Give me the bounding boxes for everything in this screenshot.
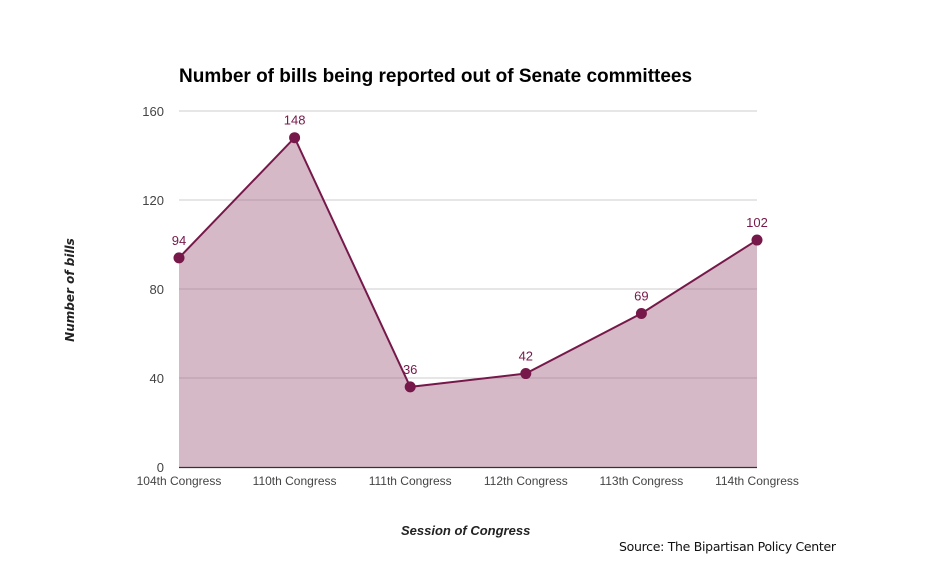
x-tick-labels: 104th Congress 110th Congress 111th Congre… — [137, 474, 799, 488]
data-labels: 94 148 36 42 69 102 — [172, 113, 768, 377]
x-tick-label: 111th Congress — [369, 474, 452, 488]
data-point — [404, 381, 416, 393]
series-line — [178, 135, 758, 388]
data-label: 102 — [746, 215, 768, 230]
y-axis-label: Number of bills — [63, 238, 77, 342]
y-tick-labels: 0 40 80 120 160 — [142, 104, 164, 475]
y-tick-label: 40 — [150, 371, 164, 386]
data-label: 36 — [403, 362, 417, 377]
data-label: 94 — [172, 233, 186, 248]
x-axis-label: Session of Congress — [401, 523, 531, 538]
data-point — [635, 307, 647, 319]
y-tick-label: 120 — [142, 193, 164, 208]
x-tick-label: 112th Congress — [484, 474, 568, 488]
x-tick-label: 104th Congress — [137, 474, 222, 488]
x-tick-label: 113th Congress — [599, 474, 683, 488]
data-point — [289, 132, 301, 144]
chart-title: Number of bills being reported out of Se… — [179, 66, 693, 87]
y-tick-label: 160 — [142, 104, 164, 119]
data-point — [173, 252, 185, 264]
data-label: 69 — [634, 288, 648, 303]
data-label: 42 — [519, 349, 533, 364]
source-note: Source: The Bipartisan Policy Center — [619, 539, 836, 554]
data-point — [520, 368, 532, 380]
x-tick-label: 110th Congress — [253, 474, 337, 488]
area-fill — [179, 137, 757, 467]
data-label: 148 — [284, 113, 306, 128]
data-point — [751, 234, 763, 246]
x-tick-label: 114th Congress — [715, 474, 799, 488]
y-tick-label: 80 — [150, 282, 164, 297]
y-tick-label: 0 — [157, 460, 164, 475]
data-points — [173, 132, 763, 393]
